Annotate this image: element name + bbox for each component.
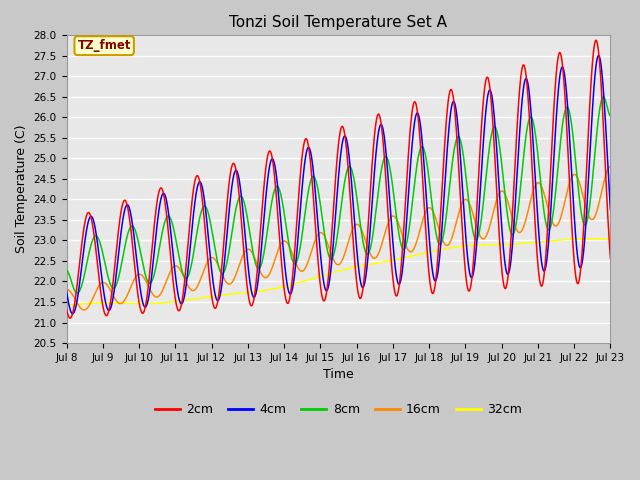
Text: TZ_fmet: TZ_fmet bbox=[77, 39, 131, 52]
Legend: 2cm, 4cm, 8cm, 16cm, 32cm: 2cm, 4cm, 8cm, 16cm, 32cm bbox=[150, 398, 527, 421]
X-axis label: Time: Time bbox=[323, 368, 354, 381]
Title: Tonzi Soil Temperature Set A: Tonzi Soil Temperature Set A bbox=[230, 15, 447, 30]
Y-axis label: Soil Temperature (C): Soil Temperature (C) bbox=[15, 125, 28, 253]
